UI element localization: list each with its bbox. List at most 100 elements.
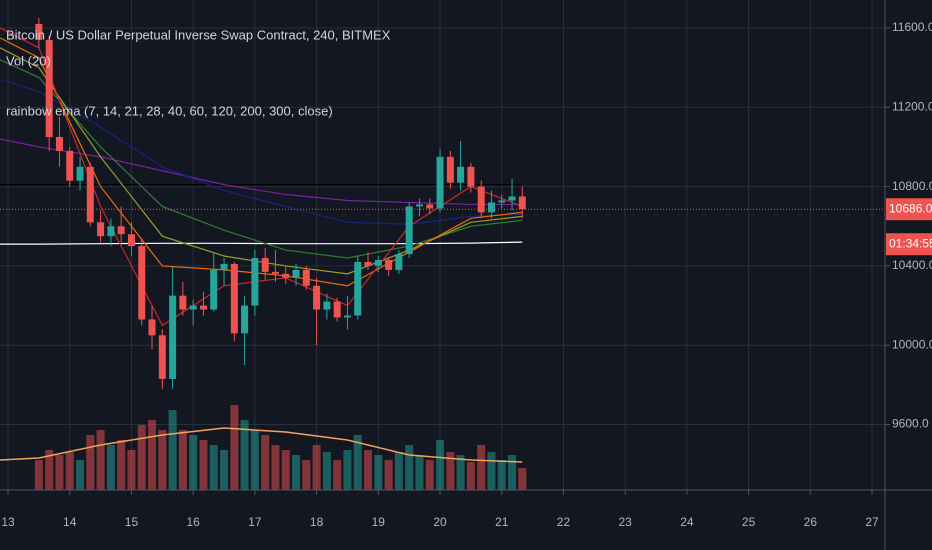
axes: 9600.0 10000.0 10400.0 10800.0 11200.0 11600.… xyxy=(0,20,932,529)
volume-bar xyxy=(292,455,301,490)
indicator-label: rainbow ema (7, 14, 21, 28, 40, 60, 120,… xyxy=(6,103,333,118)
x-tick-label: 16 xyxy=(186,515,200,529)
grid xyxy=(0,0,885,490)
candle-body xyxy=(220,263,228,270)
volume-bar xyxy=(487,452,496,490)
candle-body xyxy=(467,166,475,187)
volume-bar xyxy=(158,430,167,490)
x-tick-label: 13 xyxy=(1,515,15,529)
x-tick-label: 21 xyxy=(495,515,509,529)
x-tick-label: 18 xyxy=(310,515,324,529)
candle-body xyxy=(333,301,341,318)
countdown-tag xyxy=(886,233,932,256)
volume-pane xyxy=(0,405,527,490)
volume-bar xyxy=(394,452,403,490)
candles xyxy=(35,18,526,389)
volume-bar xyxy=(425,460,434,490)
volume-bar xyxy=(209,445,218,490)
x-tick-label: 27 xyxy=(865,515,879,529)
volume-bar xyxy=(312,445,321,490)
volume-bar xyxy=(34,460,43,490)
volume-bar xyxy=(240,420,249,490)
volume-bar xyxy=(353,435,362,490)
candle-body xyxy=(302,269,310,286)
candle-body xyxy=(426,204,434,209)
y-tick-label: 9600.0 xyxy=(892,417,929,431)
volume-bar xyxy=(178,430,187,490)
indicator-label: Vol (20) xyxy=(6,53,51,68)
candle-body xyxy=(405,206,413,255)
volume-bar xyxy=(45,450,54,490)
volume-bar xyxy=(189,435,198,490)
candle-body xyxy=(457,166,465,183)
volume-bar xyxy=(86,435,95,490)
x-tick-label: 26 xyxy=(804,515,818,529)
candle-body xyxy=(76,166,84,181)
volume-bar xyxy=(456,455,465,490)
x-tick-label: 23 xyxy=(618,515,632,529)
candle-body xyxy=(169,295,177,379)
candle-body xyxy=(107,226,115,237)
candle-body xyxy=(385,259,393,270)
candle-body xyxy=(282,273,290,278)
candle-body xyxy=(498,200,506,203)
candle-body xyxy=(292,269,300,278)
candle-body xyxy=(508,196,516,201)
y-tick-label: 11600.0 xyxy=(892,20,932,34)
candle-body xyxy=(364,261,372,266)
candle-body xyxy=(477,186,485,213)
candle-body xyxy=(86,166,94,223)
volume-bar xyxy=(168,410,177,490)
candle-body xyxy=(313,285,321,310)
ema-line xyxy=(0,78,523,225)
volume-bar xyxy=(415,455,424,490)
candle-body xyxy=(35,23,43,40)
x-tick-label: 20 xyxy=(433,515,447,529)
candle-body xyxy=(271,271,279,274)
x-tick-label: 19 xyxy=(372,515,386,529)
candle-body xyxy=(251,257,259,306)
volume-bar xyxy=(322,452,331,490)
volume-bar xyxy=(220,450,229,490)
volume-bar xyxy=(65,452,74,490)
volume-bar xyxy=(137,425,146,490)
x-tick-label: 17 xyxy=(248,515,262,529)
candle-body xyxy=(241,305,249,334)
candle-body xyxy=(179,295,187,310)
candle-body xyxy=(436,156,444,209)
volume-bar xyxy=(127,450,136,490)
volume-bar xyxy=(117,440,126,490)
candle-body xyxy=(446,156,454,183)
y-tick-label: 11200.0 xyxy=(892,99,932,113)
volume-bar xyxy=(477,445,486,490)
candle-body xyxy=(374,259,382,266)
volume-bar xyxy=(261,435,270,490)
volume-bar xyxy=(302,460,311,490)
candle-body xyxy=(323,301,331,310)
volume-bar xyxy=(405,445,414,490)
y-tick-label: 10400.0 xyxy=(892,258,932,272)
candle-body xyxy=(117,226,125,235)
candle-body xyxy=(127,234,135,247)
volume-bar xyxy=(497,460,506,490)
candle-body xyxy=(66,150,74,181)
volume-bar xyxy=(446,452,455,490)
y-tick-label: 10000.0 xyxy=(892,337,932,351)
candle-body xyxy=(354,261,362,316)
candle-body xyxy=(395,254,403,270)
volume-bar xyxy=(343,450,352,490)
candle-body xyxy=(55,137,63,151)
volume-bar xyxy=(76,460,85,490)
ema-line xyxy=(0,241,523,245)
volume-bar xyxy=(199,440,208,490)
candle-body xyxy=(189,305,197,310)
volume-bar xyxy=(250,430,259,490)
volume-bar xyxy=(466,462,475,490)
candle-body xyxy=(518,196,526,210)
candle-body xyxy=(415,204,423,207)
candle-body xyxy=(199,305,207,310)
volume-bar xyxy=(384,460,393,490)
x-tick-label: 15 xyxy=(125,515,139,529)
